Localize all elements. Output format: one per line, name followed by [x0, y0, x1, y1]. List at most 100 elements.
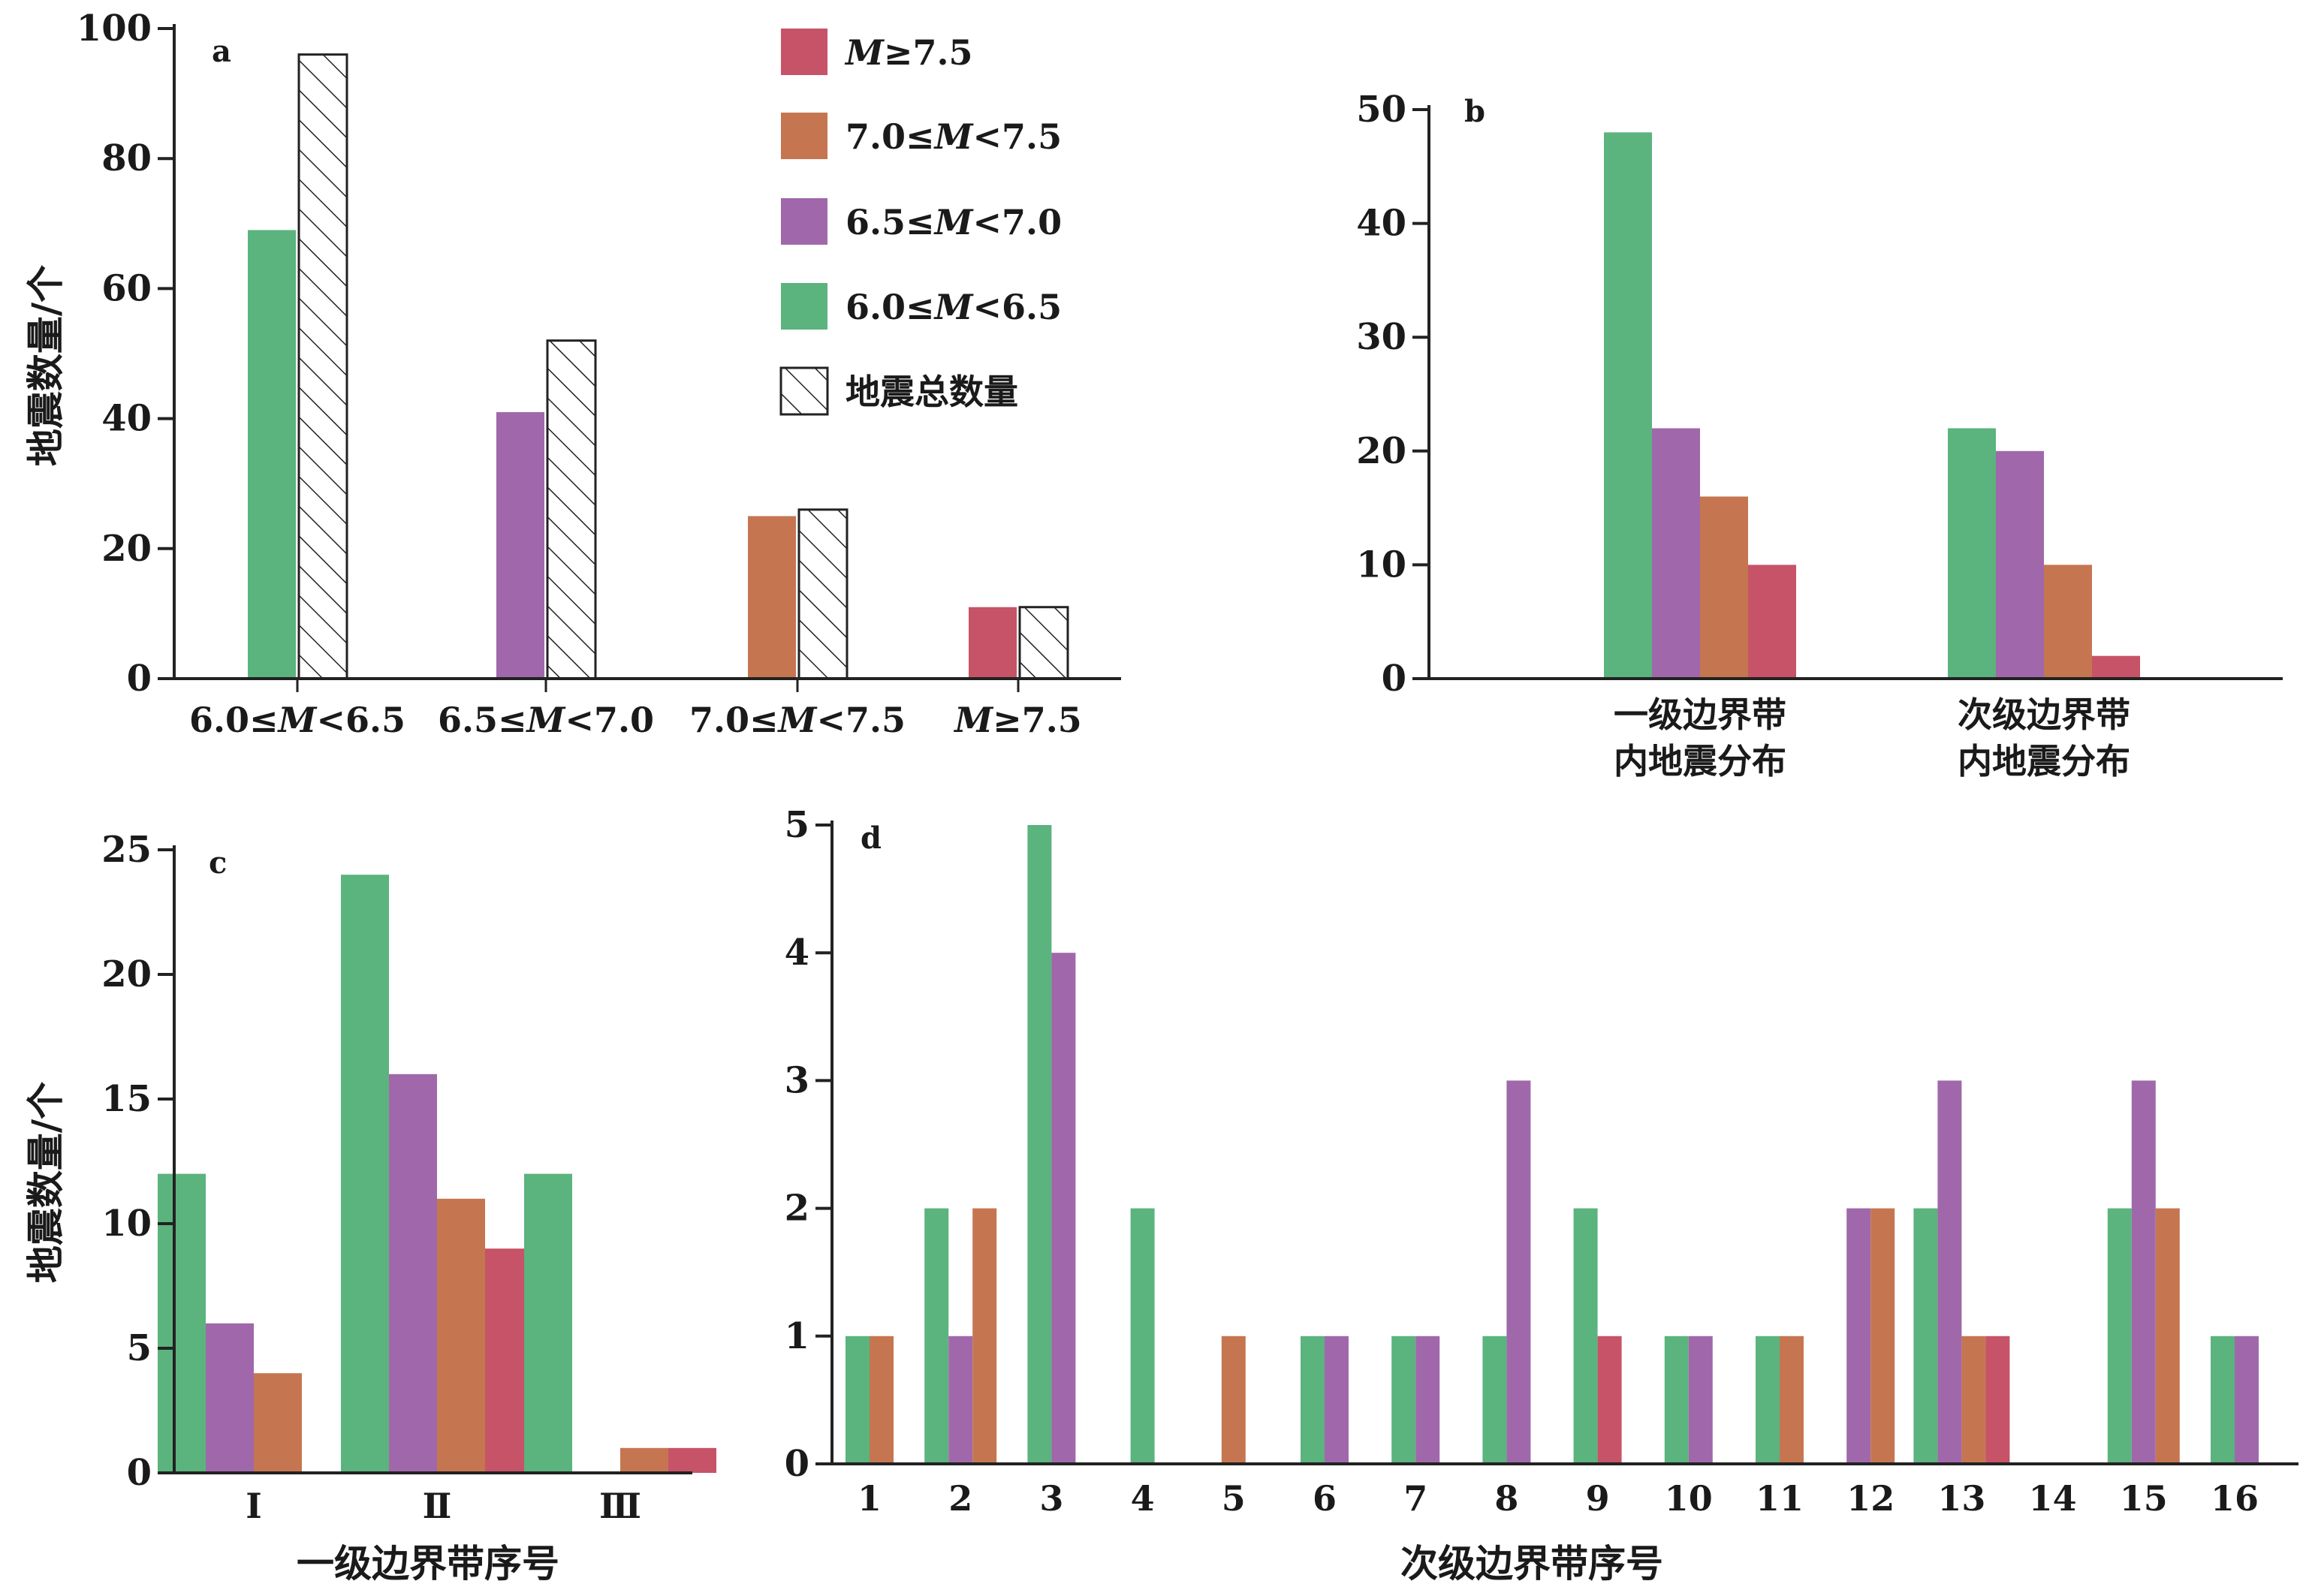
c-bar-m70 [254, 1373, 302, 1473]
c-x-tick-label: Ⅰ [246, 1486, 262, 1526]
a-x-tick-label: 7.0≤M<7.5 [689, 700, 906, 740]
c-bar-m60 [341, 875, 389, 1473]
b-bar-m65 [1652, 428, 1700, 679]
legend-label-m60: 6.0≤M<6.5 [846, 287, 1062, 327]
c-x-tick-label: Ⅲ [599, 1486, 641, 1526]
d-x-tick-label: 8 [1494, 1478, 1518, 1519]
a-bar-magnitude [969, 607, 1017, 679]
b-x-tick-label: 一级边界带 [1614, 694, 1786, 735]
d-bar-m60 [2211, 1336, 2235, 1464]
c-bar-m70 [620, 1447, 668, 1473]
d-bar-m60 [1027, 825, 1052, 1464]
c-bar-m75 [668, 1447, 716, 1473]
d-bar-m60 [1756, 1336, 1780, 1464]
b-y-tick-label: 10 [1356, 544, 1406, 586]
a-y-tick-label: 0 [127, 658, 152, 700]
d-bar-m60 [1301, 1336, 1325, 1464]
b-bar-m75 [2092, 655, 2140, 679]
c-bar-m65 [389, 1074, 437, 1473]
panel-a-ylabel: 地震数量/个 [23, 265, 68, 466]
d-x-tick-label: 3 [1039, 1478, 1063, 1519]
d-x-tick-label: 12 [1846, 1478, 1895, 1519]
b-y-tick-label: 40 [1356, 203, 1406, 245]
d-bar-m65 [1937, 1080, 1962, 1464]
panel-a-letter: a [212, 34, 231, 69]
d-x-tick-label: 7 [1403, 1478, 1427, 1519]
d-bar-m70 [2155, 1208, 2180, 1464]
c-y-tick-label: 20 [101, 953, 152, 995]
legend-label-m65: 6.5≤M<7.0 [846, 202, 1062, 242]
d-bar-m65 [1325, 1336, 1349, 1464]
a-x-tick-label: 6.5≤M<7.0 [438, 700, 654, 740]
panel-c-xlabel: 一级边界带序号 [297, 1541, 559, 1585]
c-y-tick-label: 25 [101, 829, 152, 871]
d-bar-m65 [948, 1336, 973, 1464]
c-y-tick-label: 5 [127, 1327, 152, 1369]
a-y-tick-label: 20 [101, 528, 152, 570]
d-bar-m65 [2235, 1336, 2259, 1464]
a-y-tick-label: 100 [77, 8, 152, 50]
a-x-tick-label: 6.0≤M<6.5 [189, 700, 405, 740]
b-bar-m70 [2044, 565, 2092, 679]
d-x-tick-label: 16 [2211, 1478, 2259, 1519]
legend: M≥7.5 7.0≤M<7.5 6.5≤M<7.0 6.0≤M<6.5 地震总数量 [779, 29, 1062, 416]
d-bar-m60 [2107, 1208, 2132, 1464]
d-x-tick-label: 10 [1665, 1478, 1713, 1519]
legend-label-m75: M≥7.5 [844, 32, 973, 73]
c-bar-m60 [158, 1173, 206, 1473]
b-y-tick-label: 0 [1382, 658, 1406, 700]
d-bar-m65 [1415, 1336, 1440, 1464]
d-y-tick-label: 3 [785, 1059, 809, 1101]
legend-label-total: 地震总数量 [846, 372, 1018, 412]
d-bar-m65 [2131, 1080, 2156, 1464]
panel-c-ylabel: 地震数量/个 [23, 1082, 68, 1283]
a-y-tick-label: 60 [101, 267, 152, 309]
d-x-tick-label: 13 [1937, 1478, 1985, 1519]
d-bar-m65 [1051, 953, 1076, 1464]
panel-d-letter: d [861, 821, 882, 856]
a-y-tick-label: 40 [101, 398, 152, 440]
d-bar-m70 [870, 1336, 894, 1464]
d-x-tick-label: 5 [1222, 1478, 1246, 1519]
d-bar-m65 [1688, 1336, 1713, 1464]
d-x-tick-label: 2 [948, 1478, 972, 1519]
d-y-tick-label: 1 [785, 1315, 809, 1357]
d-bar-m60 [1573, 1208, 1598, 1464]
b-y-tick-label: 50 [1356, 89, 1406, 131]
d-x-tick-label: 1 [858, 1478, 882, 1519]
legend-label-m70: 7.0≤M<7.5 [846, 116, 1062, 157]
d-bar-m70 [1221, 1336, 1246, 1464]
panel-d-xlabel: 次级边界带序号 [1400, 1541, 1663, 1585]
c-x-tick-label: Ⅱ [423, 1486, 452, 1526]
a-bar-total [297, 53, 348, 680]
d-bar-m60 [1913, 1208, 1938, 1464]
legend-swatch-m60 [781, 283, 827, 330]
d-bar-m60 [1664, 1336, 1689, 1464]
b-bar-m60 [1604, 132, 1652, 679]
d-x-tick-label: 14 [2029, 1478, 2077, 1519]
panel-a: a 地震数量/个 0 20 40 60 80 100 6.0≤M<6.5 6.5≤M<7.0 7… [23, 8, 1121, 740]
b-y-tick-label: 20 [1356, 430, 1406, 472]
legend-swatch-total [779, 366, 829, 416]
d-bar-m70 [1780, 1336, 1804, 1464]
b-x-tick-label: 内地震分布 [1958, 741, 2130, 781]
c-y-tick-label: 0 [127, 1452, 152, 1494]
a-bar-total [797, 508, 849, 680]
b-y-tick-label: 30 [1356, 316, 1406, 358]
c-bar-m65 [206, 1323, 254, 1473]
a-bar-magnitude [748, 516, 796, 679]
d-bar-m75 [1985, 1336, 2010, 1464]
panel-c-letter: c [209, 845, 227, 881]
panel-c: c 地震数量/个 一级边界带序号 0 5 10 15 20 25 Ⅰ Ⅱ Ⅲ [23, 829, 716, 1585]
d-bar-m65 [1846, 1208, 1871, 1464]
d-y-tick-label: 0 [785, 1443, 809, 1485]
d-x-tick-label: 6 [1313, 1478, 1337, 1519]
a-y-tick-label: 80 [101, 137, 152, 179]
b-bar-m75 [1748, 565, 1796, 679]
d-bar-m70 [1961, 1336, 1986, 1464]
d-x-tick-label: 4 [1131, 1478, 1155, 1519]
d-bar-m70 [1870, 1208, 1895, 1464]
d-y-tick-label: 2 [785, 1188, 809, 1230]
d-x-tick-label: 11 [1756, 1478, 1804, 1519]
